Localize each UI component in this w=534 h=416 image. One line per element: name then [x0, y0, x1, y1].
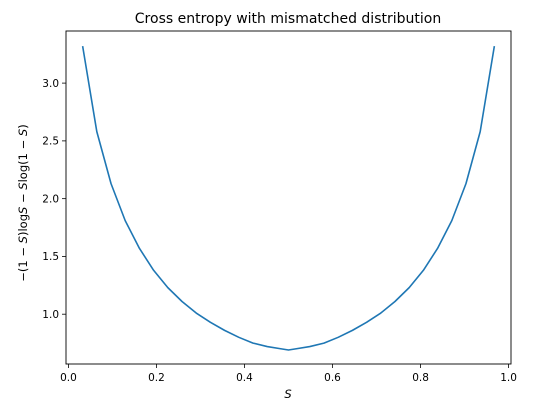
y-axis-title: −(1 − S)logS − Slog(1 − S) [16, 124, 30, 281]
x-tick-label: 0.0 [60, 372, 77, 384]
chart-title: Cross entropy with mismatched distributi… [135, 11, 441, 27]
y-axis-title-part: )log [16, 214, 30, 236]
plot-area [83, 46, 495, 350]
y-axis-title-part: log(1 − [16, 136, 30, 182]
y-axis-title-part: −(1 − [16, 243, 30, 281]
y-tick-label: 1.0 [42, 309, 59, 321]
y-axis-title-part: ) [16, 124, 30, 129]
axes-frame [66, 31, 511, 364]
x-tick-label: 0.6 [324, 372, 341, 384]
y-tick-label: 3.0 [42, 78, 59, 90]
x-tick-label: 0.4 [236, 372, 253, 384]
y-axis-title-part: S [16, 129, 30, 136]
y-axis-title-part: S [16, 182, 30, 189]
y-tick-label: 2.0 [42, 193, 59, 205]
x-axis-title: S [284, 387, 291, 401]
series-line-0 [83, 46, 495, 350]
x-tick-label: 0.8 [412, 372, 429, 384]
y-axis-title-part: S [16, 236, 30, 243]
y-axis-title-part: − [16, 190, 30, 207]
y-tick-label: 1.5 [42, 251, 59, 263]
x-tick-label: 0.2 [148, 372, 165, 384]
y-axis-title-part: S [16, 207, 30, 214]
y-tick-label: 2.5 [42, 136, 59, 148]
x-tick-label: 1.0 [500, 372, 517, 384]
